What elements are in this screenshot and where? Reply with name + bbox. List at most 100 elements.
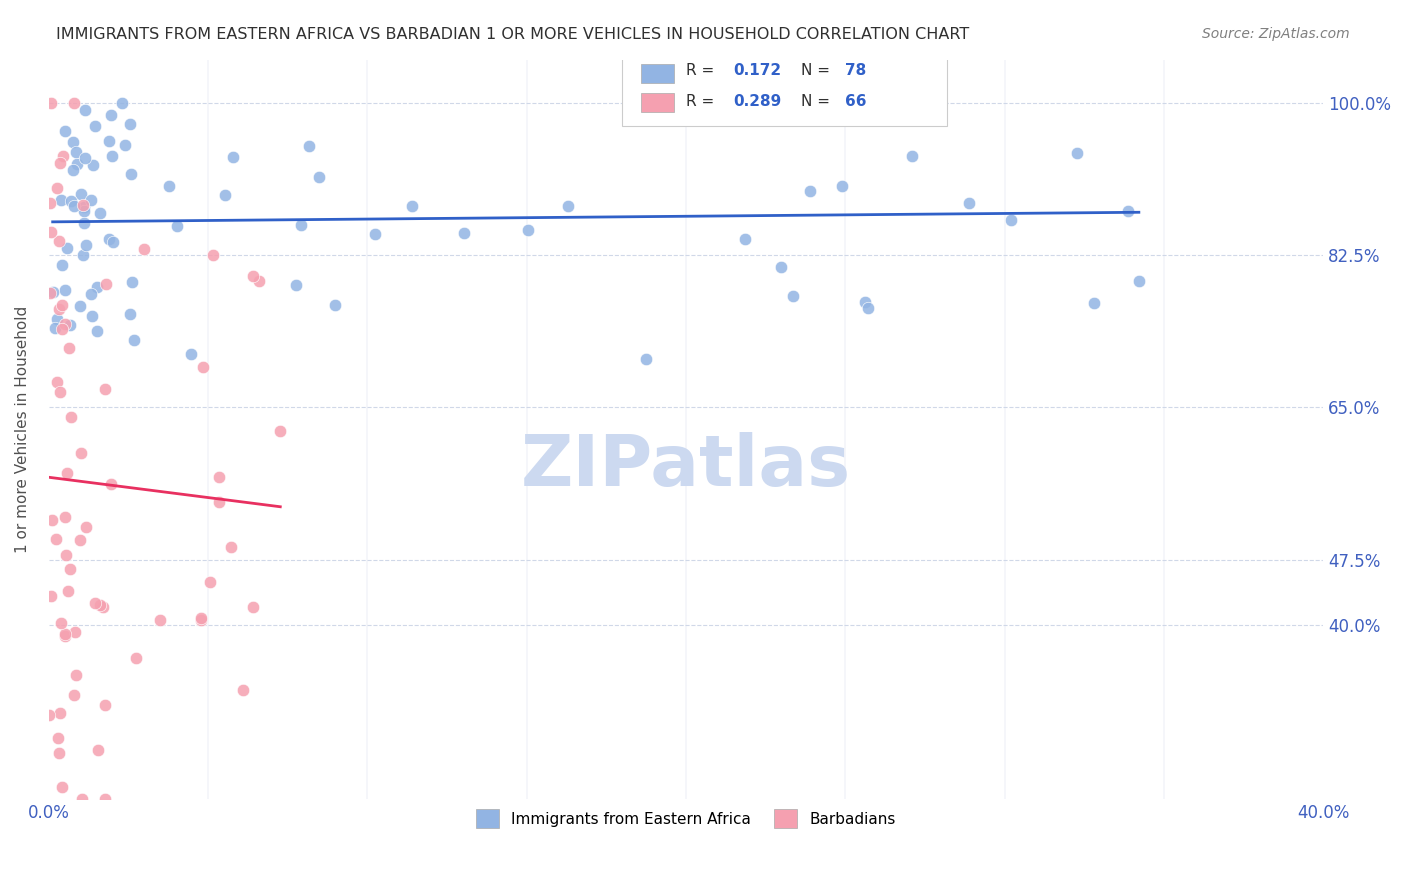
- Point: [52, 149, 75, 163]
- Point: [38, 196, 60, 211]
- Text: 0.172: 0.172: [733, 63, 782, 78]
- Point: [89, 206, 111, 220]
- Point: [132, 242, 155, 256]
- Point: [59, 194, 82, 208]
- Point: [73, 152, 96, 166]
- Point: [80, 286, 103, 301]
- Point: [323, 298, 346, 312]
- Point: [73, 200, 96, 214]
- Point: [51, 615, 73, 630]
- Point: [59, 410, 82, 425]
- Text: 66: 66: [845, 95, 866, 109]
- Point: [900, 149, 922, 163]
- Point: [56, 466, 79, 480]
- Text: R =: R =: [686, 63, 718, 78]
- Point: [49, 155, 72, 169]
- Point: [636, 352, 658, 367]
- Point: [45, 532, 67, 546]
- Point: [120, 117, 142, 131]
- FancyBboxPatch shape: [641, 93, 675, 112]
- Point: [100, 108, 122, 122]
- Point: [65, 625, 87, 640]
- Point: [122, 333, 145, 347]
- Point: [53, 509, 76, 524]
- Point: [62, 199, 84, 213]
- Point: [53, 627, 76, 641]
- Point: [91, 600, 114, 615]
- Text: IMMIGRANTS FROM EASTERN AFRICA VS BARBADIAN 1 OR MORE VEHICLES IN HOUSEHOLD CORR: IMMIGRANTS FROM EASTERN AFRICA VS BARBAD…: [56, 27, 970, 42]
- Point: [66, 156, 89, 170]
- Point: [72, 198, 94, 212]
- Point: [75, 520, 97, 534]
- Point: [45, 312, 67, 326]
- Point: [401, 199, 423, 213]
- Point: [86, 324, 108, 338]
- Point: [82, 158, 104, 172]
- Point: [94, 382, 117, 396]
- Point: [48, 747, 70, 761]
- Point: [51, 322, 73, 336]
- Point: [1000, 213, 1022, 227]
- Point: [853, 295, 876, 310]
- Point: [453, 226, 475, 240]
- Point: [63, 96, 86, 111]
- Point: [73, 103, 96, 117]
- Text: ZIPatlas: ZIPatlas: [520, 432, 851, 500]
- Point: [49, 706, 72, 721]
- Point: [73, 204, 96, 219]
- Point: [242, 268, 264, 283]
- Point: [58, 341, 80, 355]
- Point: [62, 135, 84, 149]
- Y-axis label: 1 or more Vehicles in Household: 1 or more Vehicles in Household: [15, 306, 30, 553]
- Point: [94, 698, 117, 712]
- Point: [39, 96, 62, 111]
- Point: [46, 181, 69, 195]
- Point: [70, 187, 93, 202]
- Point: [86, 280, 108, 294]
- Point: [242, 599, 264, 614]
- Point: [118, 307, 141, 321]
- Point: [65, 668, 87, 682]
- Point: [49, 194, 72, 208]
- Point: [1118, 204, 1140, 219]
- Point: [813, 96, 835, 111]
- Point: [70, 792, 93, 806]
- Point: [1128, 274, 1150, 288]
- Text: Source: ZipAtlas.com: Source: ZipAtlas.com: [1202, 27, 1350, 41]
- Point: [46, 731, 69, 745]
- Point: [59, 562, 82, 576]
- Point: [44, 321, 66, 335]
- Point: [51, 298, 73, 312]
- Point: [125, 650, 148, 665]
- Point: [782, 289, 804, 303]
- Point: [100, 477, 122, 491]
- Point: [79, 193, 101, 207]
- Point: [190, 611, 212, 625]
- Point: [49, 385, 72, 400]
- Point: [1066, 145, 1088, 160]
- Point: [180, 346, 202, 360]
- Point: [97, 232, 120, 246]
- Point: [208, 494, 231, 508]
- Point: [73, 216, 96, 230]
- Point: [101, 148, 124, 162]
- Point: [51, 780, 73, 794]
- Point: [208, 470, 231, 484]
- Point: [214, 188, 236, 202]
- Text: R =: R =: [686, 95, 718, 109]
- Point: [94, 277, 117, 291]
- Point: [557, 199, 579, 213]
- Point: [59, 318, 82, 332]
- FancyBboxPatch shape: [623, 48, 948, 126]
- Point: [1083, 296, 1105, 310]
- Point: [56, 241, 79, 255]
- Point: [269, 424, 291, 438]
- Point: [41, 285, 63, 299]
- Point: [53, 283, 76, 297]
- Point: [191, 359, 214, 374]
- Point: [41, 513, 63, 527]
- Point: [38, 708, 60, 723]
- Point: [62, 163, 84, 178]
- Point: [201, 248, 224, 262]
- Point: [46, 375, 69, 389]
